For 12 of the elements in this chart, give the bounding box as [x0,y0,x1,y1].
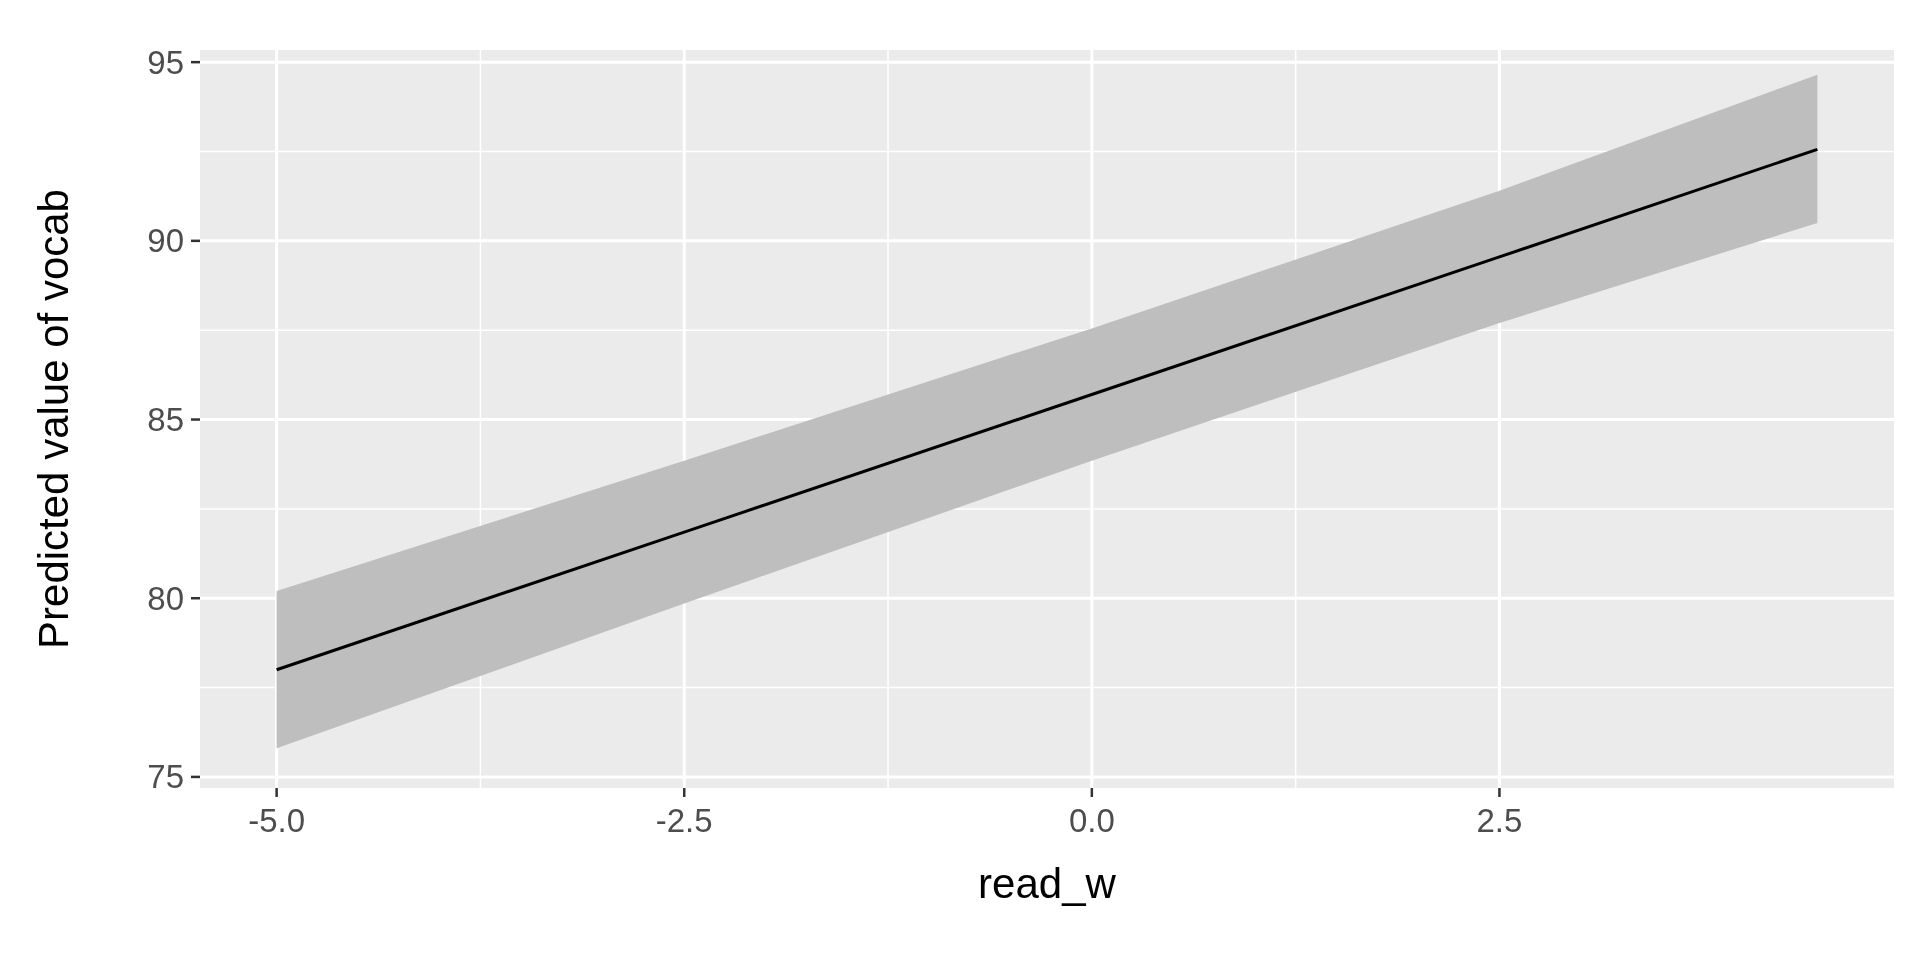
y-tick-label: 80 [147,579,184,617]
y-tick-label: 90 [147,222,184,260]
x-tick-label: -5.0 [248,802,306,839]
y-tick-label: 75 [147,758,184,796]
x-axis-title: read_w [978,860,1117,907]
x-tick-label: -2.5 [655,802,713,839]
x-tick-label: 2.5 [1476,802,1523,839]
y-tick-label: 95 [147,43,184,81]
x-tick-label: 0.0 [1068,802,1115,839]
line-series [275,147,1819,672]
y-axis-title: Predicted value of vocab [30,189,77,649]
y-tick-label: 85 [147,401,184,439]
